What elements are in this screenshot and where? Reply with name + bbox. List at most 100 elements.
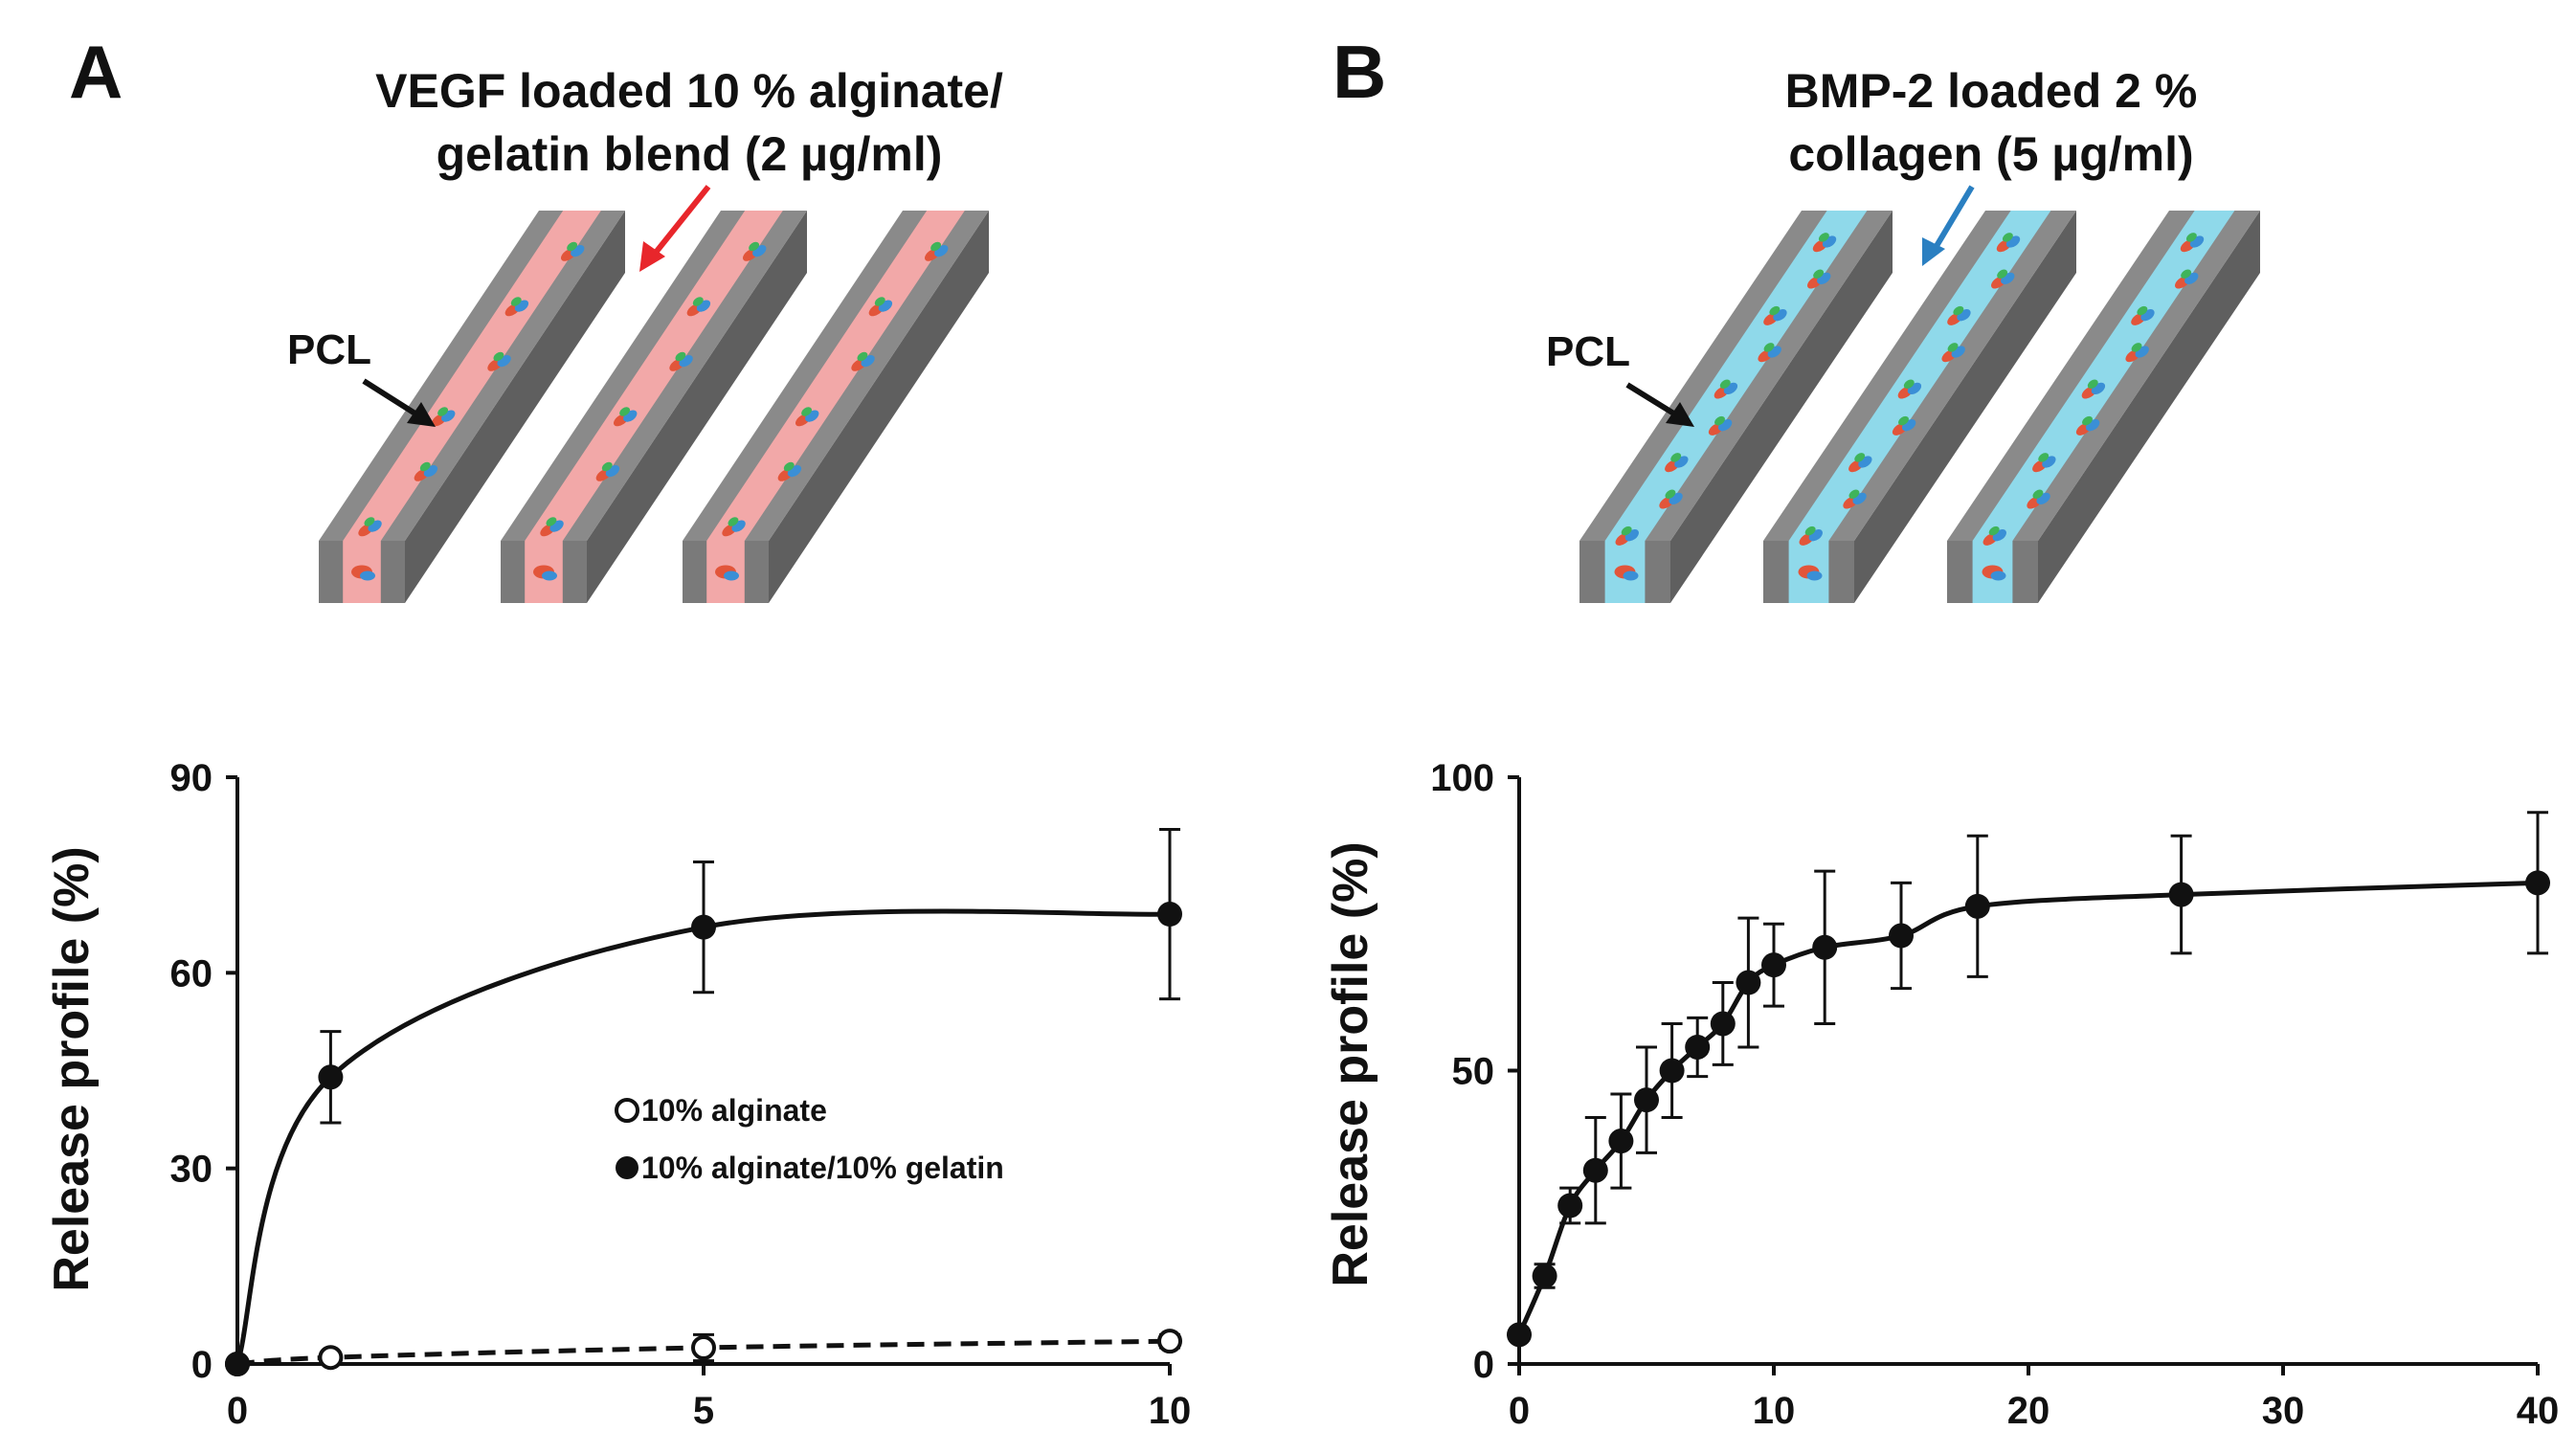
chart-b-axes: 0 50 100 0 10 20 30 40 bbox=[1430, 757, 2559, 1432]
vegf-molecule-icon bbox=[925, 241, 949, 261]
hydrogel-channel bbox=[1788, 211, 2051, 541]
chart-b-marks bbox=[1507, 811, 2550, 1348]
vegf-molecule-icon bbox=[561, 241, 585, 261]
series-0-point bbox=[1557, 1193, 1583, 1218]
molecule-part bbox=[437, 407, 449, 416]
panel-b-loading-arrowhead bbox=[1922, 237, 1945, 266]
hydrogel-channel bbox=[343, 211, 601, 541]
y-tick-label: 0 bbox=[1473, 1344, 1494, 1386]
vegf-molecule-icon bbox=[743, 241, 767, 261]
panel-a-pcl-label: PCL bbox=[287, 326, 371, 373]
molecule-part bbox=[1665, 489, 1676, 500]
series-0-point bbox=[1634, 1087, 1659, 1113]
y-tick-label: 90 bbox=[170, 757, 213, 799]
chart-a-axes: 0 30 60 90 0 5 10 bbox=[170, 757, 1192, 1432]
molecule-part bbox=[2185, 233, 2197, 242]
x-tick-label: 30 bbox=[2262, 1390, 2305, 1432]
pcl-strut bbox=[319, 211, 625, 603]
series-1-point bbox=[1157, 902, 1182, 928]
series-1-line bbox=[235, 908, 1171, 1365]
panel-a-loading-arrow bbox=[648, 185, 711, 260]
pcl-strut bbox=[683, 211, 989, 603]
y-tick-label: 50 bbox=[1452, 1051, 1495, 1093]
series-0-point bbox=[1608, 1129, 1634, 1154]
molecule-part bbox=[692, 297, 704, 306]
molecule-part bbox=[1903, 379, 1915, 390]
legend-label-10pct-alginate-gelatin: 10% alginate/10% gelatin bbox=[641, 1151, 1004, 1185]
series-1-point bbox=[318, 1064, 344, 1090]
bmp2-molecule-icon bbox=[2032, 453, 2056, 473]
panel-b-schematic: B BMP-2 loaded 2 % collagen (5 µg/ml) PC… bbox=[1333, 30, 2260, 603]
strut-side-face bbox=[1854, 211, 2076, 603]
x-tick-label: 0 bbox=[1509, 1390, 1530, 1432]
vegf-molecule-icon bbox=[542, 570, 557, 581]
vegf-molecule-icon bbox=[595, 461, 620, 481]
series-0-point bbox=[1157, 1329, 1182, 1354]
molecule-part bbox=[2082, 415, 2093, 426]
molecule-part bbox=[1670, 453, 1682, 462]
panel-a-pcl-arrow bbox=[362, 378, 423, 420]
chart-a-marks bbox=[225, 827, 1182, 1376]
molecule-part bbox=[783, 461, 795, 472]
bmp2-molecule-icon bbox=[2081, 379, 2106, 399]
molecule-part bbox=[1848, 489, 1860, 500]
bmp2-molecule-icon bbox=[1799, 525, 1823, 546]
bmp2-molecule-icon bbox=[1812, 233, 1837, 253]
pcl-strut bbox=[1763, 211, 2076, 603]
molecule-part bbox=[1763, 343, 1775, 352]
series-0-point bbox=[1507, 1322, 1532, 1348]
molecule-part bbox=[749, 241, 760, 252]
molecule-part bbox=[1813, 269, 1825, 279]
vegf-molecule-icon bbox=[777, 461, 802, 481]
series-0-point bbox=[318, 1345, 344, 1371]
molecule-part bbox=[364, 517, 375, 526]
bmp2-molecule-icon bbox=[1623, 570, 1639, 581]
bmp2-molecule-icon bbox=[1982, 525, 2006, 546]
bmp2-molecule-icon bbox=[2125, 343, 2149, 363]
legend-marker-open-circle bbox=[615, 1098, 639, 1123]
y-tick-label: 60 bbox=[170, 952, 213, 995]
molecule-part bbox=[1804, 525, 1816, 536]
molecule-part bbox=[2181, 269, 2192, 279]
vegf-molecule-icon bbox=[722, 517, 746, 537]
molecule-part bbox=[1719, 379, 1731, 390]
molecule-part bbox=[419, 461, 431, 472]
series-0-point bbox=[1889, 923, 1914, 949]
panel-b-caption-line-2: collagen (5 µg/ml) bbox=[1788, 127, 2193, 181]
vegf-molecule-icon bbox=[504, 297, 529, 317]
x-tick-label: 10 bbox=[1753, 1390, 1796, 1432]
panel-a-caption-line-2: gelatin blend (2 µg/ml) bbox=[437, 127, 943, 181]
vegf-molecule-icon bbox=[669, 351, 693, 371]
pcl-strut bbox=[1947, 211, 2260, 603]
molecule-part bbox=[546, 517, 557, 526]
panel-b-struts bbox=[1579, 211, 2260, 603]
molecule-part bbox=[1997, 269, 2008, 279]
panel-a-schematic: A VEGF loaded 10 % alginate/ gelatin ble… bbox=[69, 30, 1003, 603]
vegf-molecule-icon bbox=[851, 351, 875, 371]
vegf-molecule-icon bbox=[614, 407, 638, 427]
molecule-part bbox=[1621, 525, 1632, 536]
panel-b-pcl-label: PCL bbox=[1546, 328, 1630, 375]
strut-side-face bbox=[587, 211, 807, 603]
molecule-part bbox=[2032, 489, 2044, 500]
hydrogel-channel bbox=[1604, 211, 1868, 541]
series-1-point bbox=[691, 914, 716, 940]
vegf-molecule-icon bbox=[432, 407, 456, 427]
panel-a-loading-arrowhead bbox=[639, 241, 665, 272]
series-0-line bbox=[236, 1338, 1171, 1367]
bmp2-molecule-icon bbox=[1947, 305, 1971, 325]
bmp2-molecule-icon bbox=[2180, 233, 2205, 253]
bmp2-molecule-icon bbox=[1615, 525, 1639, 546]
molecule-part bbox=[1898, 415, 1909, 426]
strut-side-face bbox=[1670, 211, 1893, 603]
y-tick-label: 0 bbox=[191, 1344, 213, 1386]
series-0-point bbox=[2525, 870, 2550, 896]
molecule-part bbox=[728, 517, 739, 526]
bmp2-molecule-icon bbox=[1892, 415, 1916, 436]
chart-b: Release profile (%) 0 50 100 0 10 20 30 40 bbox=[1323, 757, 2559, 1432]
series-1-point bbox=[225, 1352, 250, 1376]
bmp2-molecule-icon bbox=[1763, 305, 1787, 325]
panel-b-pcl-arrowhead bbox=[1666, 402, 1694, 427]
chart-a: Release profile (%) 0 30 60 90 0 5 10 10% algi… bbox=[44, 757, 1191, 1432]
panel-b-loading-arrow bbox=[1931, 185, 1975, 253]
